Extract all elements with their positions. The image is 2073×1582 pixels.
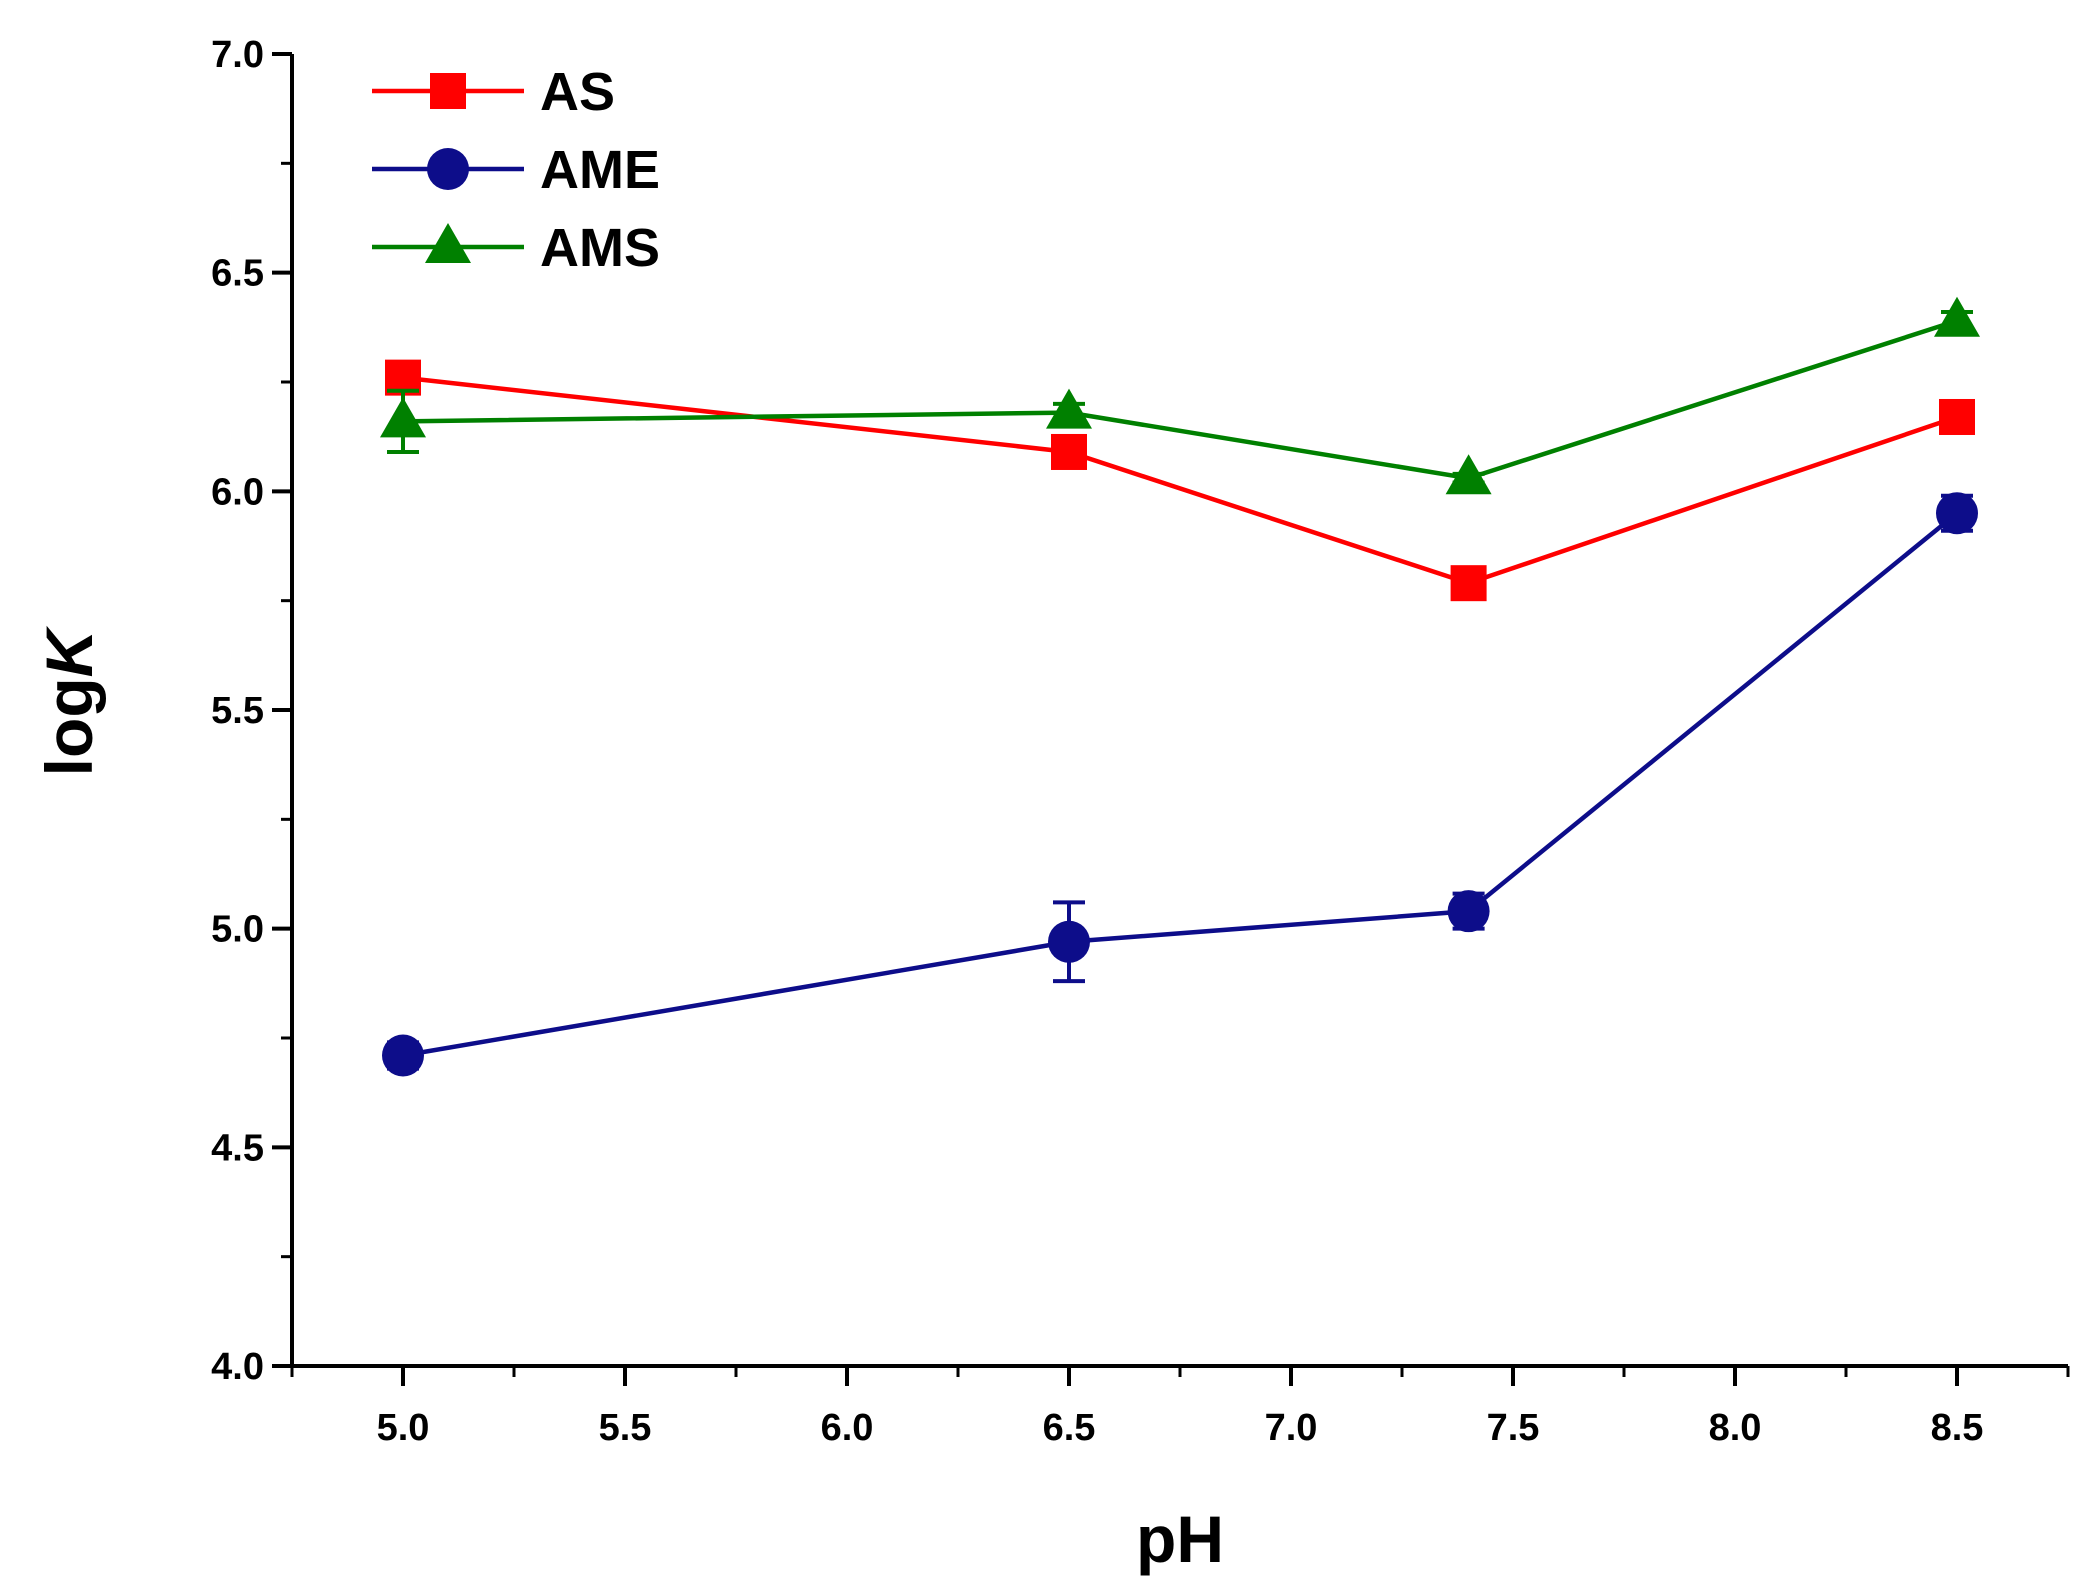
data-point-ame [1447,890,1490,933]
y-axis-title: logK [32,625,106,776]
x-tick-label: 8.5 [1931,1407,1984,1449]
data-point-ams [1445,454,1492,495]
legend-marker-ame [427,148,469,190]
y-tick-label: 5.5 [211,690,264,732]
x-tick-label: 7.0 [1265,1407,1318,1449]
data-point-ams [380,397,426,438]
x-tick-label: 6.5 [1043,1407,1096,1449]
y-tick-label: 5.0 [211,909,264,951]
series-line-ame [402,511,1959,1058]
x-tick-label: 5.0 [377,1407,430,1449]
data-point-ams [1046,388,1092,429]
data-point-ame [1936,492,1978,535]
data-point-ame [1048,920,1090,963]
legend-label-ame: AME [540,140,660,200]
y-tick-label: 4.0 [211,1346,264,1388]
plot-area [380,296,1980,1077]
y-tick-label: 7.0 [211,34,264,76]
x-axis-title: pH [1136,1502,1224,1576]
x-tick-label: 5.5 [599,1407,652,1449]
data-point-as [1450,565,1487,602]
legend-label-as: AS [540,62,615,122]
series-ame [382,492,1978,1077]
legend-item-ams: AMS [372,218,660,278]
x-tick-label: 7.5 [1487,1407,1540,1449]
data-point-ame [382,1034,424,1077]
series-line-ams [402,318,1958,481]
series-as [385,359,1975,602]
data-point-as [1051,433,1087,470]
legend-item-ame: AME [372,140,660,200]
axes: 4.0 4.5 5.0 5.5 6.0 6.5 7.0 5.0 5.5 6.0 6.5 7.0 7.5 8… [211,34,2070,1449]
x-tick-label: 6.0 [821,1407,874,1449]
legend-marker-ams [425,223,471,263]
y-tick-label: 6.5 [211,253,264,295]
data-point-as [1939,398,1975,435]
y-tick-label: 4.5 [211,1127,264,1169]
legend-label-ams: AMS [540,218,660,278]
y-axis-title-prefix: log [32,677,106,776]
data-point-ams [1934,296,1980,337]
x-tick-label: 8.0 [1709,1407,1762,1449]
series-ams [380,296,1980,495]
legend-item-as: AS [372,62,615,122]
y-tick-label: 6.0 [211,471,264,513]
legend-marker-as [430,73,466,109]
legend: AS AME AMS [372,62,660,278]
y-axis-title-italic: K [32,625,106,677]
